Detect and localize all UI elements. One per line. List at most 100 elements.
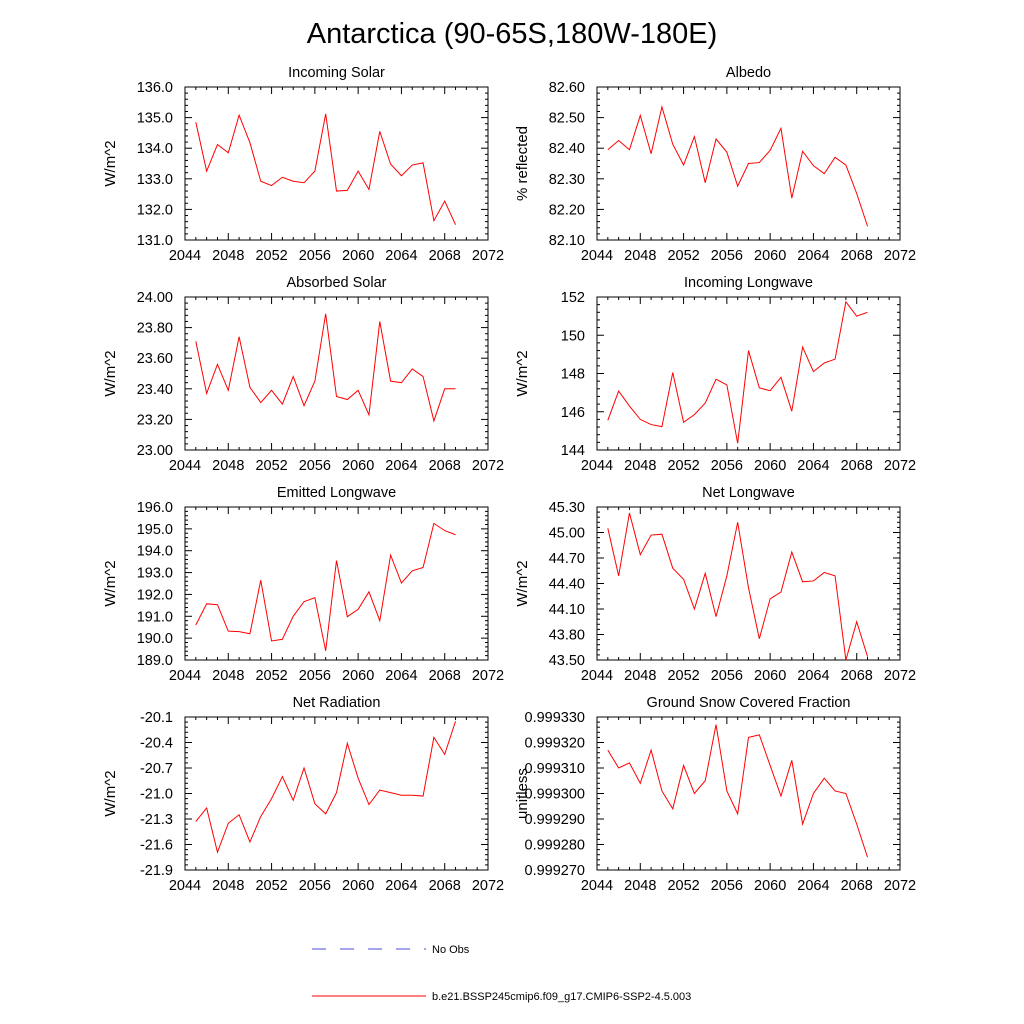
- x-tick-label: 2072: [472, 458, 504, 474]
- x-tick-label: 2060: [342, 668, 374, 684]
- x-tick-label: 2064: [385, 668, 417, 684]
- y-tick-label: -20.7: [140, 761, 173, 777]
- y-tick-label: 44.40: [549, 577, 585, 593]
- y-tick-label: 192.0: [137, 587, 173, 603]
- x-tick-label: 2068: [841, 248, 873, 264]
- x-tick-label: 2052: [255, 458, 287, 474]
- series-line: [195, 113, 456, 225]
- x-tick-label: 2052: [667, 878, 699, 894]
- y-tick-label: 23.40: [137, 382, 173, 398]
- x-tick-label: 2072: [472, 248, 504, 264]
- x-tick-label: 2068: [429, 668, 461, 684]
- x-tick-label: 2060: [342, 248, 374, 264]
- y-tick-label: 189.0: [137, 653, 173, 669]
- y-tick-label: 82.40: [549, 141, 585, 157]
- y-tick-label: 152: [561, 290, 585, 306]
- plot-frame: [184, 506, 489, 661]
- y-tick-label: 43.50: [549, 653, 585, 669]
- y-tick-label: 134.0: [137, 141, 173, 157]
- x-tick-label: 2060: [754, 668, 786, 684]
- x-tick-label: 2056: [299, 668, 331, 684]
- y-tick-label: 82.20: [549, 202, 585, 218]
- y-tick-label: 146: [561, 405, 585, 421]
- x-tick-label: 2044: [169, 248, 201, 264]
- y-tick-label: 45.30: [549, 500, 585, 516]
- x-tick-label: 2060: [754, 458, 786, 474]
- y-tick-label: 23.00: [137, 443, 173, 459]
- y-tick-label: 144: [561, 443, 585, 459]
- y-tick-label: 44.10: [549, 602, 585, 618]
- y-tick-label: 132.0: [137, 202, 173, 218]
- plot-frame: [184, 296, 489, 451]
- y-tick-label: 0.999270: [525, 863, 585, 879]
- x-tick-label: 2048: [624, 878, 656, 894]
- x-tick-label: 2072: [884, 878, 916, 894]
- y-tick-label: -21.0: [140, 787, 173, 803]
- y-tick-label: 0.999330: [525, 710, 585, 726]
- x-tick-label: 2064: [385, 248, 417, 264]
- y-tick-label: 23.60: [137, 351, 173, 367]
- legend-label-model-run: b.e21.BSSP245cmip6.f09_g17.CMIP6-SSP2-4.…: [432, 991, 691, 1003]
- panel-net-longwave: Net Longwave W/m^2 2044 2048 2052 2056 2060 206…: [514, 485, 916, 684]
- x-tick-label: 2068: [841, 458, 873, 474]
- x-tick-label: 2044: [169, 458, 201, 474]
- x-tick-label: 2048: [624, 668, 656, 684]
- panel-title: Albedo: [726, 65, 771, 81]
- x-tick-label: 2064: [385, 458, 417, 474]
- x-tick-label: 2056: [711, 878, 743, 894]
- y-tick-label: -21.9: [140, 863, 173, 879]
- y-axis-label: unitless: [514, 768, 531, 819]
- y-tick-label: 131.0: [137, 233, 173, 249]
- x-tick-label: 2068: [429, 458, 461, 474]
- x-tick-label: 2056: [711, 248, 743, 264]
- y-tick-label: 45.00: [549, 526, 585, 542]
- y-tick-label: -21.3: [140, 812, 173, 828]
- y-tick-label: 194.0: [137, 544, 173, 560]
- y-axis-label: W/m^2: [514, 350, 531, 396]
- x-tick-label: 2060: [342, 878, 374, 894]
- x-tick-label: 2044: [169, 878, 201, 894]
- panel-absorbed-solar: Absorbed Solar W/m^2 2044 2048 2052 2056 2060 2…: [102, 275, 504, 474]
- x-tick-label: 2048: [624, 248, 656, 264]
- x-tick-label: 2064: [797, 668, 829, 684]
- figure-title: Antarctica (90-65S,180W-180E): [307, 18, 718, 50]
- legend-label-no-obs: No Obs: [432, 944, 470, 956]
- series-line: [607, 512, 869, 661]
- y-tick-label: 0.999320: [525, 736, 585, 752]
- y-tick-label: -20.1: [140, 710, 173, 726]
- y-tick-label: 44.70: [549, 551, 585, 567]
- y-tick-label: 135.0: [137, 111, 173, 127]
- panel-incoming-longwave: Incoming Longwave W/m^2 2044 2048 2052 2056 20…: [514, 275, 916, 474]
- x-tick-label: 2044: [581, 458, 613, 474]
- y-tick-label: 24.00: [137, 290, 173, 306]
- plot-frame: [596, 506, 901, 661]
- x-tick-label: 2052: [667, 458, 699, 474]
- x-tick-label: 2060: [754, 878, 786, 894]
- series-line: [195, 313, 456, 423]
- x-tick-label: 2052: [255, 248, 287, 264]
- x-tick-label: 2048: [212, 878, 244, 894]
- x-tick-label: 2056: [299, 458, 331, 474]
- x-tick-label: 2052: [255, 878, 287, 894]
- x-tick-label: 2064: [797, 458, 829, 474]
- x-tick-label: 2072: [884, 248, 916, 264]
- y-tick-label: 0.999300: [525, 787, 585, 803]
- panel-title: Ground Snow Covered Fraction: [647, 695, 851, 711]
- series-line: [195, 522, 456, 651]
- y-axis-label: W/m^2: [102, 350, 119, 396]
- panel-title: Incoming Solar: [288, 65, 385, 81]
- series-line: [607, 104, 869, 227]
- y-tick-label: 0.999310: [525, 761, 585, 777]
- y-tick-label: 133.0: [137, 172, 173, 188]
- y-axis-label: % reflected: [514, 126, 531, 201]
- panel-incoming-solar: Incoming Solar W/m^2 2044 2048 2052 2056 2060 2…: [102, 65, 504, 264]
- plot-frame: [596, 296, 901, 451]
- x-tick-label: 2064: [385, 878, 417, 894]
- x-tick-label: 2052: [255, 668, 287, 684]
- x-tick-label: 2060: [342, 458, 374, 474]
- panel-title: Incoming Longwave: [684, 275, 813, 291]
- x-tick-label: 2048: [624, 458, 656, 474]
- x-tick-label: 2056: [711, 668, 743, 684]
- x-tick-label: 2044: [581, 668, 613, 684]
